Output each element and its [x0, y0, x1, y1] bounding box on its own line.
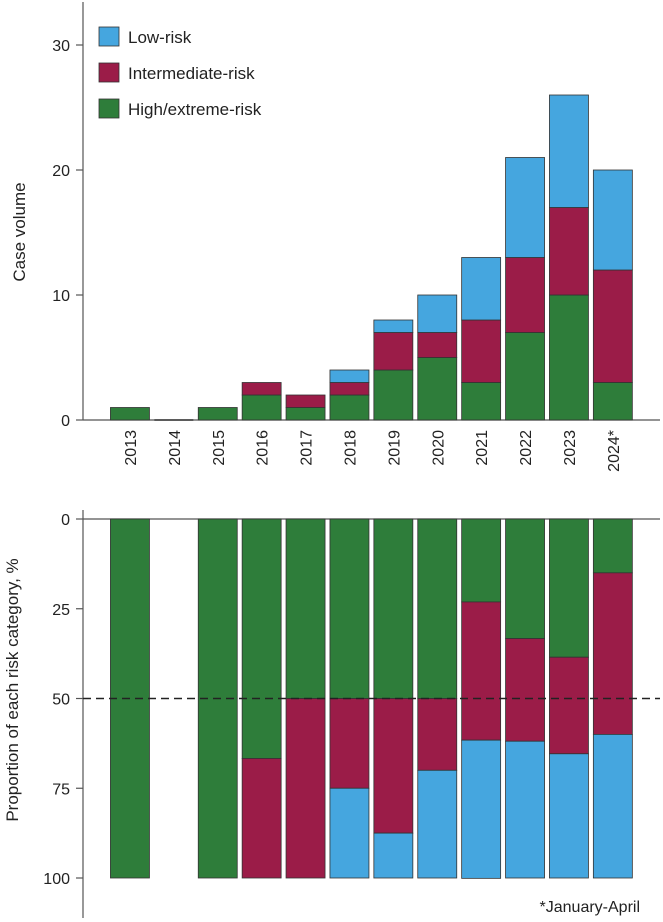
top-bar-high-extreme-risk-2023 — [549, 294, 589, 421]
top-bar-high-extreme-risk-2019 — [373, 369, 414, 421]
top-bar-high-extreme-risk-2024 — [592, 382, 633, 421]
x-tick-label-2018: 2018 — [342, 430, 359, 466]
bottom-y-tick-label: 100 — [43, 871, 70, 888]
top-bar-low-risk-2021 — [461, 257, 502, 321]
top-bar-intermediate-risk-2016 — [241, 382, 282, 396]
top-bar-intermediate-risk-2023 — [549, 207, 589, 296]
top-bar-intermediate-risk-2018 — [329, 382, 370, 396]
legend-label-high-extreme-risk: High/extreme-risk — [128, 100, 262, 119]
bottom-chart-panel: 0 25 50 75 100 Proportion of each risk categ… — [3, 510, 660, 918]
top-bar-high-extreme-risk-2017 — [285, 407, 326, 421]
bottom-bar-high-extreme-risk-2018 — [329, 518, 370, 699]
top-bar-intermediate-risk-2021 — [461, 319, 502, 383]
x-tick-label-2014: 2014 — [167, 430, 184, 466]
x-tick-label-2020: 2020 — [430, 430, 447, 466]
bottom-bar-low-risk-2020 — [417, 769, 458, 879]
top-y-tick-label: 30 — [52, 38, 70, 55]
legend-swatch-low-risk — [98, 26, 120, 47]
top-bar-low-risk-2022 — [505, 157, 545, 258]
bottom-bar-high-extreme-risk-2019 — [373, 518, 414, 699]
top-bar-high-extreme-risk-2013 — [110, 407, 150, 421]
x-tick-label-2017: 2017 — [299, 430, 316, 466]
top-y-axis-title: Case volume — [10, 182, 29, 281]
bottom-bar-high-extreme-risk-2017 — [285, 518, 326, 699]
top-bar-high-extreme-risk-2022 — [505, 332, 545, 421]
top-y-tick-label: 0 — [61, 413, 70, 430]
bottom-bar-intermediate-risk-2017 — [285, 698, 326, 879]
x-tick-label-2015: 2015 — [211, 430, 228, 466]
bottom-bar-intermediate-risk-2022 — [505, 638, 545, 742]
top-bar-intermediate-risk-2019 — [373, 332, 414, 371]
bottom-bar-intermediate-risk-2018 — [329, 698, 370, 789]
x-tick-label-2019: 2019 — [386, 430, 403, 466]
bottom-bar-high-extreme-risk-2024 — [592, 518, 633, 574]
x-tick-label-2022: 2022 — [518, 430, 535, 466]
top-bar-low-risk-2020 — [417, 294, 458, 333]
x-tick-label-2013: 2013 — [123, 430, 140, 466]
bottom-bar-high-extreme-risk-2020 — [417, 518, 458, 699]
bottom-bar-low-risk-2018 — [329, 787, 370, 879]
bottom-bar-intermediate-risk-2020 — [417, 698, 458, 771]
top-bar-intermediate-risk-2024 — [592, 269, 633, 383]
top-bar-high-extreme-risk-2020 — [417, 357, 458, 421]
x-tick-label-2016: 2016 — [255, 430, 272, 466]
bottom-bar-high-extreme-risk-2021 — [461, 518, 502, 603]
bottom-bar-low-risk-2024 — [592, 734, 633, 879]
bottom-bar-intermediate-risk-2016 — [241, 758, 282, 879]
top-bar-low-risk-2019 — [373, 319, 414, 333]
bottom-bar-high-extreme-risk-2022 — [505, 518, 545, 639]
bottom-bar-intermediate-risk-2023 — [549, 656, 589, 755]
top-bar-high-extreme-risk-2015 — [197, 407, 238, 421]
top-bar-high-extreme-risk-2018 — [329, 394, 370, 421]
bottom-bar-high-extreme-risk-2016 — [241, 518, 282, 759]
top-bar-intermediate-risk-2022 — [505, 257, 545, 333]
top-bar-intermediate-risk-2017 — [285, 394, 326, 408]
bottom-bar-intermediate-risk-2019 — [373, 698, 414, 834]
top-y-tick-label: 10 — [52, 288, 70, 305]
bottom-bar-low-risk-2019 — [373, 832, 414, 879]
footnote: *January-April — [540, 899, 640, 916]
bottom-y-axis-title: Proportion of each risk category, % — [3, 558, 22, 821]
top-bar-low-risk-2024 — [592, 169, 633, 271]
bottom-bar-intermediate-risk-2021 — [461, 601, 502, 741]
bottom-bar-high-extreme-risk-2023 — [549, 518, 589, 658]
bottom-y-tick-label: 0 — [61, 512, 70, 529]
bottom-bar-low-risk-2023 — [549, 753, 589, 879]
bottom-bar-low-risk-2022 — [505, 740, 545, 879]
x-tick-label-2023: 2023 — [562, 430, 579, 466]
top-chart-panel: 0 10 20 30 2013 2014 2015 2016 2017 2018 2019 2020… — [10, 2, 660, 472]
top-bar-high-extreme-risk-2016 — [241, 394, 282, 421]
legend-swatch-intermediate-risk — [98, 62, 120, 83]
legend-label-low-risk: Low-risk — [128, 28, 192, 47]
top-bar-low-risk-2023 — [549, 94, 589, 208]
top-bar-intermediate-risk-2020 — [417, 332, 458, 358]
top-y-tick-label: 20 — [52, 163, 70, 180]
bottom-bar-intermediate-risk-2024 — [592, 572, 633, 735]
bottom-y-tick-label: 25 — [52, 602, 70, 619]
top-bar-low-risk-2018 — [329, 369, 370, 383]
top-bar-high-extreme-risk-2021 — [461, 382, 502, 421]
bottom-y-tick-label: 75 — [52, 781, 70, 798]
bottom-y-tick-label: 50 — [52, 692, 70, 709]
bottom-bar-low-risk-2021 — [461, 739, 502, 879]
legend-label-intermediate-risk: Intermediate-risk — [128, 64, 255, 83]
x-tick-label-2021: 2021 — [474, 430, 491, 466]
legend: Low-risk Intermediate-risk High/extreme-ri… — [98, 26, 262, 119]
legend-swatch-high-extreme-risk — [98, 98, 120, 119]
x-tick-label-2024: 2024* — [606, 430, 623, 472]
